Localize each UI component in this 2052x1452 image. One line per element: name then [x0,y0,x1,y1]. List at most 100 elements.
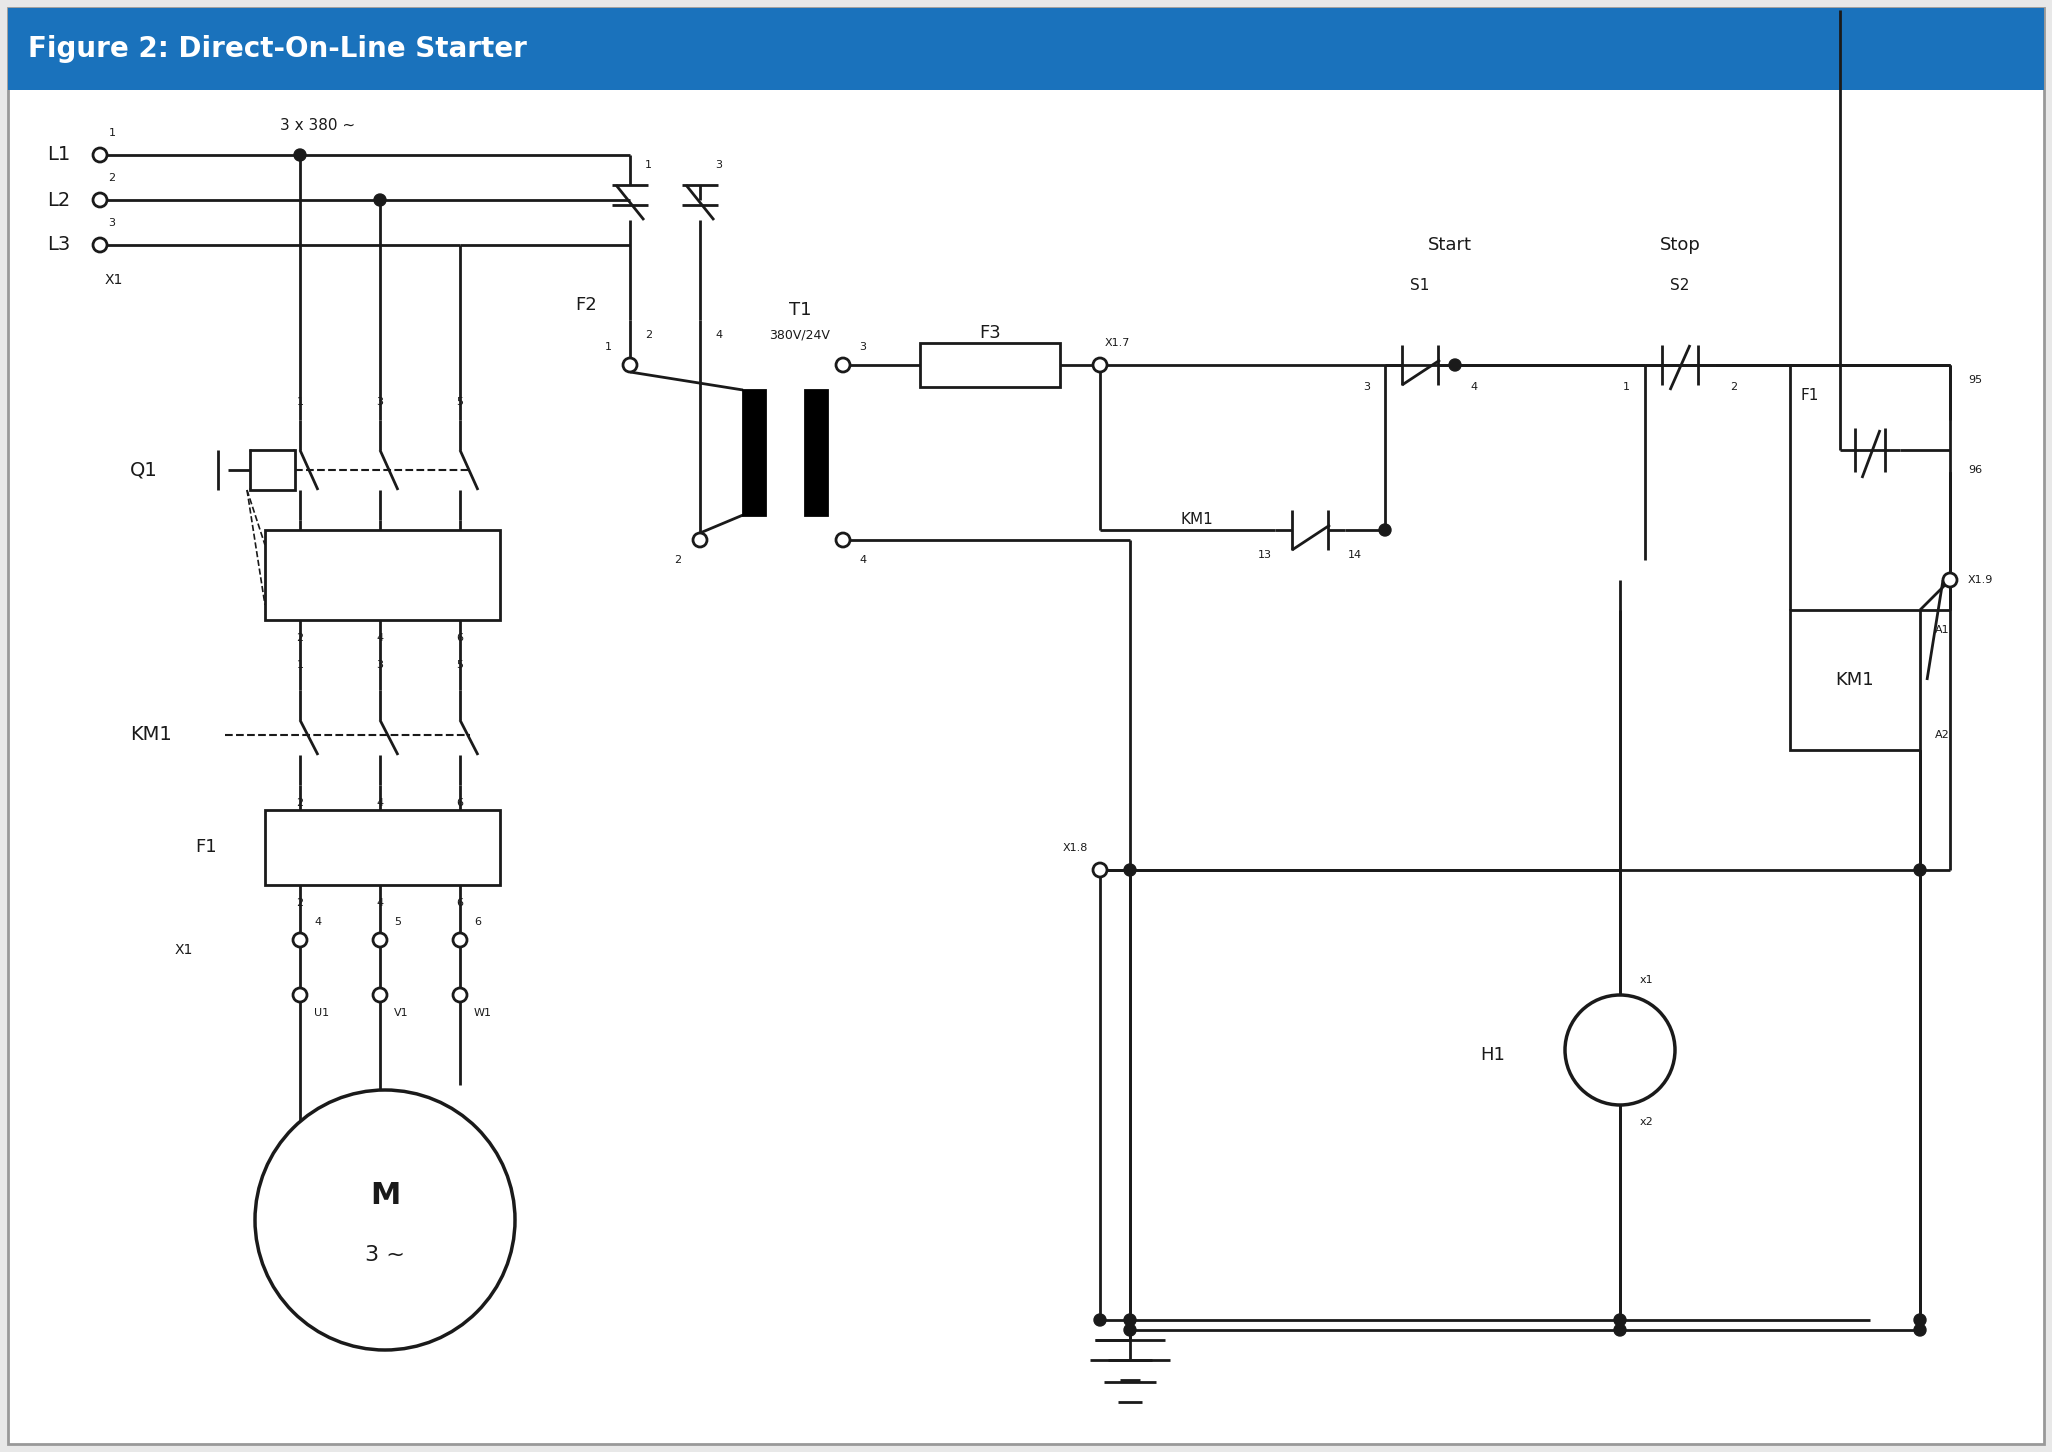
Circle shape [1124,864,1137,876]
Text: X1: X1 [105,273,123,287]
Circle shape [1915,1324,1927,1336]
Text: 2: 2 [295,799,304,807]
Text: 2: 2 [1730,382,1738,392]
Text: 3: 3 [860,343,866,351]
Text: 1: 1 [605,343,611,351]
Circle shape [1379,524,1391,536]
Text: 4: 4 [860,555,866,565]
Text: 3: 3 [109,218,115,228]
Circle shape [373,195,386,206]
Text: A2: A2 [1935,730,1949,741]
Text: Q1: Q1 [129,460,158,479]
Text: 1: 1 [109,128,115,138]
Bar [265,530,501,620]
Text: 4: 4 [714,330,722,340]
Text: 3: 3 [376,661,384,669]
Text: 2: 2 [295,897,304,908]
Circle shape [92,148,107,163]
Circle shape [1449,359,1461,372]
Circle shape [453,934,468,947]
Text: KM1: KM1 [129,726,172,745]
Bar [8,9,2044,90]
Text: F1: F1 [195,838,218,857]
Text: KM1: KM1 [1180,513,1213,527]
Circle shape [1915,1314,1927,1326]
Text: 4: 4 [376,799,384,807]
Text: V1: V1 [394,1008,408,1018]
Text: 3: 3 [714,160,722,170]
Circle shape [293,150,306,161]
Text: T1: T1 [788,301,811,319]
Bar [250,450,295,489]
Text: 3: 3 [376,396,384,407]
Text: 5: 5 [456,396,464,407]
Text: 1: 1 [1623,382,1629,392]
Text: x1: x1 [1640,974,1654,984]
Circle shape [1094,1314,1106,1326]
Circle shape [1566,995,1674,1105]
Text: 3 x 380 ~: 3 x 380 ~ [279,118,355,132]
Text: F3: F3 [979,324,1001,343]
Circle shape [624,359,636,372]
Text: KM1: KM1 [1837,671,1873,690]
Text: F1: F1 [1802,388,1820,402]
Circle shape [293,987,308,1002]
Text: 5: 5 [394,918,400,926]
Text: X1.9: X1.9 [1968,575,1992,585]
Text: 2: 2 [109,173,115,183]
Text: 2: 2 [644,330,653,340]
Circle shape [1094,862,1106,877]
Text: 1: 1 [295,661,304,669]
Text: 14: 14 [1348,550,1363,560]
Text: M: M [369,1180,400,1210]
Circle shape [1615,1314,1625,1326]
Text: 6: 6 [456,897,464,908]
Text: 4: 4 [314,918,320,926]
Text: 1: 1 [295,396,304,407]
Text: H1: H1 [1479,1045,1504,1064]
Circle shape [92,238,107,253]
Text: 2: 2 [295,633,304,643]
Text: 1: 1 [644,160,653,170]
Text: W1: W1 [474,1008,492,1018]
Text: L2: L2 [47,190,70,209]
Circle shape [293,934,308,947]
Text: Stop: Stop [1660,237,1701,254]
Circle shape [1915,864,1927,876]
Circle shape [1943,574,1958,587]
Text: Start: Start [1428,237,1471,254]
Circle shape [373,934,388,947]
Circle shape [254,1090,515,1350]
Text: x2: x2 [1640,1117,1654,1127]
Bar [743,391,765,515]
Circle shape [1124,1324,1137,1336]
Text: X1: X1 [174,942,193,957]
Circle shape [1094,359,1106,372]
Circle shape [1615,1324,1625,1336]
Bar [804,391,827,515]
Circle shape [1124,1314,1137,1326]
Circle shape [373,987,388,1002]
Text: L1: L1 [47,145,70,164]
FancyBboxPatch shape [8,9,2044,1443]
Text: 2: 2 [675,555,681,565]
Text: 3 ~: 3 ~ [365,1244,404,1265]
Circle shape [835,359,850,372]
Text: 95: 95 [1968,375,1982,385]
Bar [265,810,501,886]
Text: 3: 3 [1363,382,1371,392]
Text: 5: 5 [456,661,464,669]
Text: Figure 2: Direct-On-Line Starter: Figure 2: Direct-On-Line Starter [29,35,527,62]
Text: 13: 13 [1258,550,1272,560]
Text: 4: 4 [376,633,384,643]
Bar [1789,610,1921,751]
Bar [919,343,1061,388]
Text: S1: S1 [1410,277,1430,292]
Text: 6: 6 [456,633,464,643]
Text: S2: S2 [1670,277,1689,292]
Circle shape [835,533,850,547]
Circle shape [453,987,468,1002]
Text: 380V/24V: 380V/24V [770,328,831,341]
Text: X1.8: X1.8 [1063,844,1088,852]
Text: 96: 96 [1968,465,1982,475]
